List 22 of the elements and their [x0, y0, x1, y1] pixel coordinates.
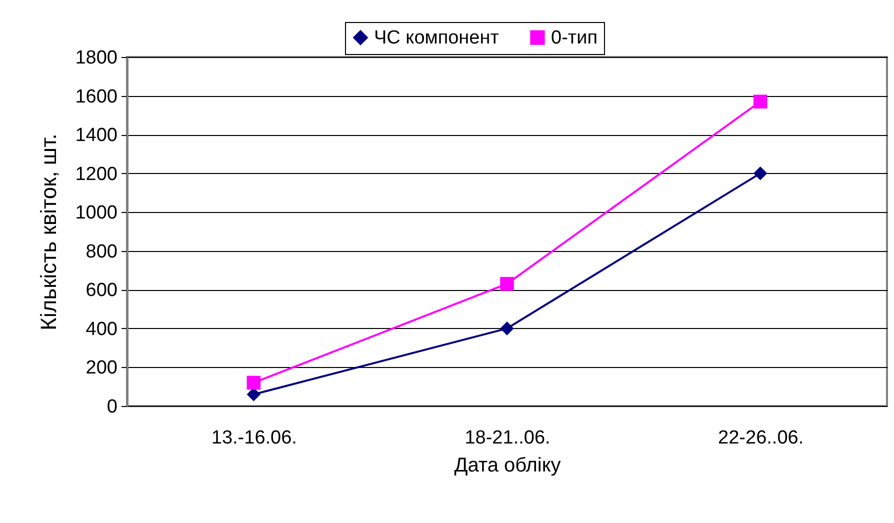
point [753, 94, 768, 108]
legend-label: ЧС компонент [374, 28, 500, 49]
point [246, 376, 261, 390]
x-axis-title: Дата обліку [454, 454, 561, 476]
y-tick-label: 800 [86, 241, 118, 262]
y-tick-label: 400 [86, 318, 118, 340]
point [500, 322, 514, 336]
legend-label: 0-тип [551, 28, 598, 49]
x-tick-label: 13.-16.06. [211, 428, 297, 448]
y-tick-label: 1600 [75, 86, 118, 108]
y-tick-label: 0 [106, 396, 118, 418]
x-tick-label: 18-21..06. [464, 428, 550, 448]
y-tick-label: 1400 [75, 125, 118, 146]
point [753, 166, 768, 180]
y-tick-label: 1000 [75, 202, 118, 224]
y-tick-label: 200 [86, 358, 118, 379]
x-tick-label: 22-26..06. [718, 428, 804, 448]
y-tick-label: 600 [86, 280, 118, 302]
y-tick-label: 1800 [75, 48, 118, 68]
y-axis-title: Кількість квіток, шт. [36, 134, 62, 330]
point [500, 276, 514, 291]
y-tick-label: 1200 [75, 164, 118, 185]
